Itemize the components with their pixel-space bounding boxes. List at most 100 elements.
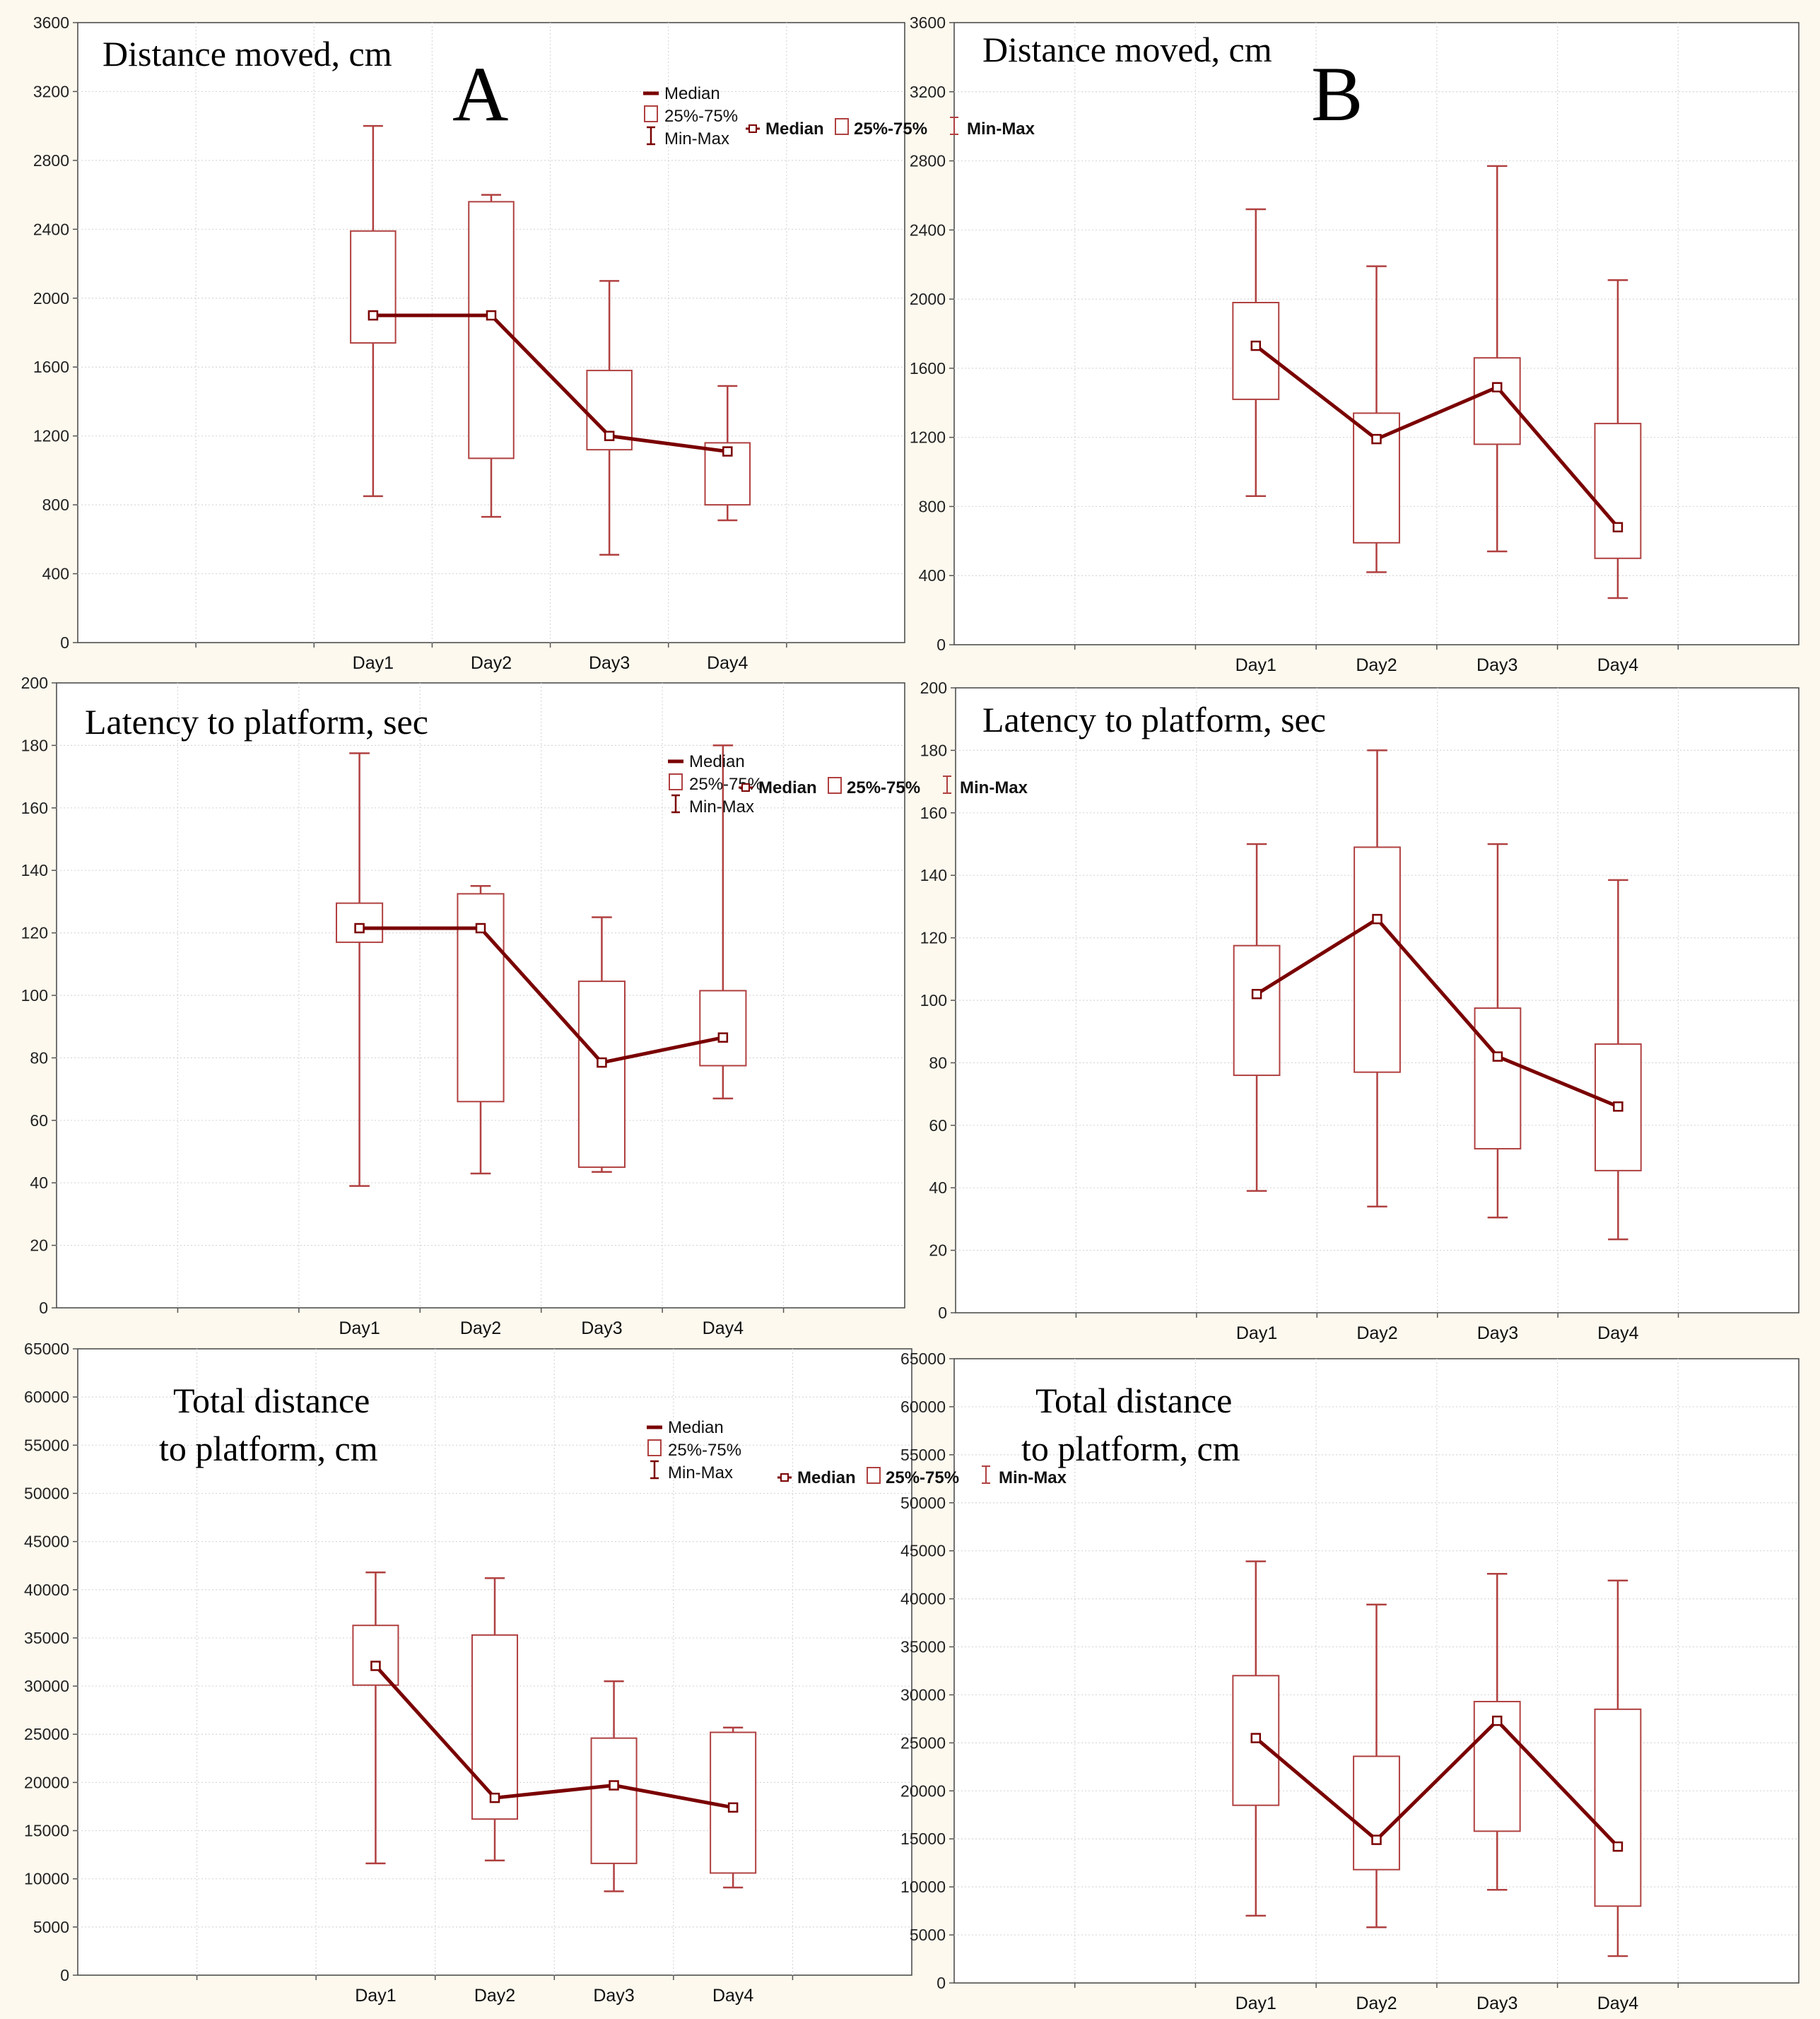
iqr-box — [1594, 1708, 1642, 1907]
median-marker — [1371, 1834, 1382, 1845]
x-tick-label: Day3 — [1477, 1323, 1518, 1343]
x-tick-label: Day2 — [460, 1318, 501, 1338]
iqr-box — [1594, 423, 1642, 559]
x-tick-label: Day2 — [1356, 1323, 1397, 1343]
y-tick-label: 1200 — [910, 428, 946, 447]
median-marker — [727, 1802, 739, 1813]
chart-title: to platform, cm — [1021, 1429, 1240, 1468]
legend-box-symbol — [828, 777, 842, 794]
iqr-box — [471, 1634, 519, 1820]
x-tick-label: Day3 — [1476, 655, 1517, 675]
median-line — [372, 313, 728, 454]
x-tick-label: Day2 — [474, 1986, 515, 2006]
y-tick-label: 35000 — [900, 1638, 946, 1656]
y-tick-label: 20000 — [24, 1773, 69, 1791]
legend: Median 25%-75% Min-Max — [746, 117, 1035, 139]
median-marker — [1492, 1051, 1503, 1062]
median-marker — [1251, 988, 1262, 1000]
iqr-box — [1353, 1755, 1400, 1871]
legend: Median 25%-75% Min-Max — [668, 752, 763, 817]
x-tick-label: Day1 — [1235, 655, 1276, 675]
median-marker — [604, 431, 615, 441]
y-tick-label: 1600 — [910, 359, 946, 378]
y-tick-label: 100 — [21, 986, 48, 1005]
y-tick-label: 180 — [21, 736, 48, 754]
y-tick-label: 20 — [30, 1236, 48, 1255]
legend-label: Min-Max — [668, 1463, 733, 1482]
median-line — [1255, 1719, 1619, 1848]
y-tick-label: 65000 — [24, 1340, 69, 1358]
y-tick-label: 15000 — [24, 1822, 69, 1840]
x-tick-label: Day4 — [1597, 655, 1638, 675]
legend-label: Median — [664, 84, 720, 103]
y-tick-label: 25000 — [24, 1725, 69, 1743]
iqr-box — [1474, 1007, 1522, 1149]
legend-label: Min-Max — [999, 1468, 1067, 1487]
y-tick-label: 10000 — [24, 1870, 69, 1888]
chart-panel-6: 0 5000 10000 15000 20000 25000 30000 35000 40000… — [777, 1350, 1800, 2013]
y-tick-label: 160 — [21, 799, 48, 817]
iqr-box — [699, 990, 747, 1067]
x-tick-label: Day2 — [1356, 1994, 1397, 2013]
y-tick-label: 10000 — [900, 1878, 946, 1896]
legend-label: Median — [797, 1468, 856, 1487]
legend: Median 25%-75% Min-Max — [739, 776, 1028, 797]
legend-label: Min-Max — [664, 129, 729, 148]
y-tick-label: 400 — [919, 566, 946, 585]
legend-label: 25%-75% — [689, 775, 763, 794]
legend-label: Median — [668, 1418, 724, 1437]
legend-median-marker — [741, 783, 750, 792]
legend: Median 25%-75% Min-Max — [647, 1418, 741, 1482]
y-tick-label: 400 — [42, 565, 69, 583]
legend-label: Median — [758, 778, 817, 797]
median-marker — [722, 446, 733, 457]
chart-title: Distance moved, cm — [982, 30, 1272, 69]
y-tick-label: 160 — [920, 804, 947, 822]
legend-box-symbol — [644, 105, 658, 122]
chart-panel-5: 0 5000 10000 15000 20000 25000 30000 35000 40000… — [24, 1340, 912, 2006]
y-tick-label: 60000 — [24, 1388, 69, 1406]
y-tick-label: 60 — [929, 1116, 947, 1135]
x-tick-label: Day1 — [353, 653, 394, 673]
y-tick-label: 2400 — [910, 221, 946, 239]
y-tick-label: 55000 — [24, 1436, 69, 1454]
y-tick-label: 120 — [920, 929, 947, 947]
x-tick-label: Day3 — [593, 1986, 634, 2006]
y-tick-label: 80 — [30, 1048, 48, 1067]
median-line — [359, 926, 724, 1065]
y-tick-label: 35000 — [24, 1629, 69, 1647]
chart-panel-3: 0 20 40 60 80 100 120 140 160 180 200 Day1 Day2 Day3 D… — [21, 674, 905, 1338]
y-tick-label: 3200 — [33, 82, 69, 100]
iqr-box — [577, 981, 626, 1169]
y-tick-label: 200 — [920, 679, 947, 697]
iqr-box — [1232, 302, 1280, 400]
y-tick-label: 3200 — [910, 83, 946, 101]
y-tick-label: 40000 — [900, 1590, 946, 1608]
median-marker — [609, 1780, 619, 1791]
x-tick-label: Day4 — [1597, 1323, 1638, 1343]
y-tick-label: 120 — [21, 924, 48, 942]
legend-label: 25%-75% — [886, 1468, 959, 1487]
legend-box-symbol — [669, 773, 683, 790]
chart-panel-1: 0 400 800 1200 1600 2000 2400 2800 3200 3600 Day1 D… — [33, 13, 905, 673]
y-tick-label: 20 — [929, 1241, 947, 1260]
chart-title: Total distance — [173, 1381, 370, 1420]
x-tick-label: Day4 — [707, 653, 748, 673]
y-tick-label: 45000 — [900, 1542, 946, 1560]
legend-label: Median — [765, 119, 824, 139]
median-marker — [1491, 1715, 1503, 1726]
y-tick-label: 0 — [937, 636, 946, 654]
x-tick-label: Day1 — [339, 1318, 380, 1338]
median-marker — [1250, 340, 1262, 351]
y-tick-label: 800 — [919, 497, 946, 515]
chart-title: to platform, cm — [159, 1429, 378, 1468]
y-tick-label: 0 — [39, 1299, 48, 1317]
y-tick-label: 80 — [929, 1053, 947, 1072]
panel-letter: B — [1311, 51, 1363, 137]
legend-label: 25%-75% — [854, 119, 927, 139]
median-marker — [486, 310, 497, 321]
chart-title: Latency to platform, sec — [982, 700, 1326, 739]
median-marker — [354, 923, 365, 934]
legend-label: Min-Max — [689, 797, 754, 817]
